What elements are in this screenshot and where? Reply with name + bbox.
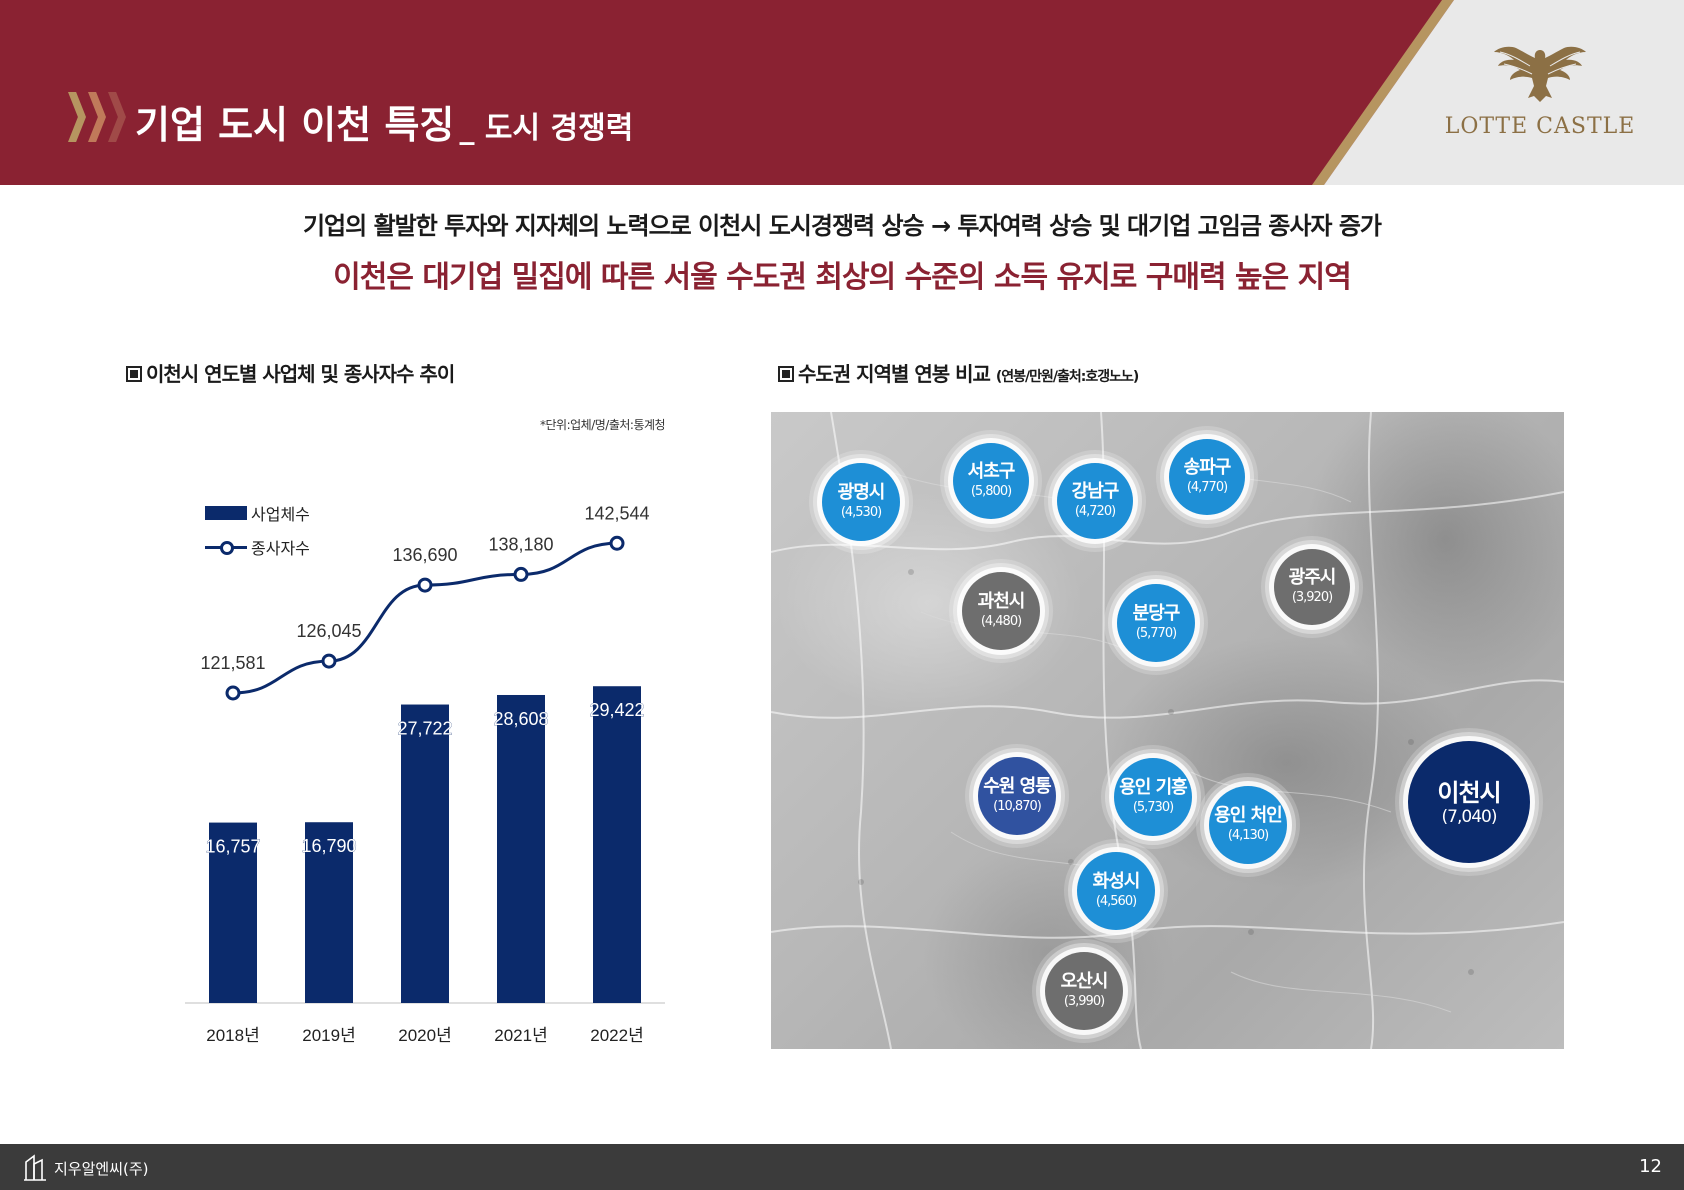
chart-section-title: 이천시 연도별 사업체 및 종사자수 추이 — [126, 358, 455, 387]
city-gangnam: 강남구 (4,720) — [1057, 463, 1133, 539]
city-name: 수원 영통 — [983, 776, 1052, 797]
bar-value-label: 28,608 — [493, 709, 548, 729]
square-bullet-icon — [778, 366, 794, 382]
chevrons-icon — [68, 92, 128, 142]
city-salary: (5,730) — [1132, 800, 1174, 815]
city-name: 화성시 — [1092, 871, 1141, 892]
city-songpa: 송파구 (4,770) — [1169, 439, 1245, 515]
city-gwangju: 광주시 (3,920) — [1274, 549, 1350, 625]
city-name: 이천시 — [1437, 779, 1501, 807]
page-header: 기업 도시 이천 특징 _ 도시 경쟁력 LOTTE CASTLE — [0, 0, 1684, 185]
page-title: 기업 도시 이천 특징 _ 도시 경쟁력 — [135, 94, 633, 149]
city-name: 오산시 — [1060, 971, 1109, 992]
city-name: 서초구 — [967, 461, 1016, 482]
square-bullet-icon — [126, 366, 142, 382]
legend-item-employees: 종사자수 — [205, 530, 310, 564]
chart-legend: 사업체수 종사자수 — [205, 496, 310, 564]
brand-logo: LOTTE CASTLE — [1440, 42, 1640, 152]
city-yongin-cheoin: 용인 처인 (4,130) — [1209, 786, 1287, 864]
chart-source-note: *단위:업체/명/출처:통계청 — [540, 418, 666, 432]
map-section-title-text: 수도권 지역별 연봉 비교 — [798, 362, 991, 386]
page-title-main: 기업 도시 이천 특징 — [135, 103, 455, 147]
city-gwacheon: 과천시 (4,480) — [962, 572, 1040, 650]
line-value-label: 121,581 — [200, 653, 265, 673]
page-title-sub: _ 도시 경쟁력 — [459, 111, 634, 146]
headline-secondary: 이천은 대기업 밀집에 따른 서울 수도권 최상의 수준의 소득 유지로 구매력… — [333, 260, 1352, 295]
city-name: 용인 처인 — [1214, 805, 1283, 826]
chart-section-title-text: 이천시 연도별 사업체 및 종사자수 추이 — [146, 362, 455, 386]
city-gwangmyeong: 광명시 (4,530) — [822, 463, 900, 541]
line-value-label: 126,045 — [296, 621, 361, 641]
headline-primary: 기업의 활발한 투자와 지자체의 노력으로 이천시 도시경쟁력 상승 → 투자여… — [302, 212, 1382, 240]
bar-value-label: 29,422 — [589, 700, 644, 720]
city-salary: (4,130) — [1227, 828, 1269, 843]
city-seocho: 서초구 (5,800) — [953, 443, 1029, 519]
city-salary: (7,040) — [1441, 807, 1498, 827]
city-osan: 오산시 (3,990) — [1045, 952, 1123, 1030]
bar-value-label: 16,790 — [301, 836, 356, 856]
city-name: 강남구 — [1071, 481, 1120, 502]
x-tick-label: 2019년 — [302, 1026, 355, 1045]
legend-label-businesses: 사업체수 — [251, 505, 310, 524]
page-number: 12 — [1639, 1156, 1662, 1177]
legend-bar-swatch — [205, 506, 247, 520]
salary-map: 광명시 (4,530) 서초구 (5,800) 강남구 (4,720) 송파구 … — [771, 412, 1564, 1049]
brand-name: LOTTE CASTLE — [1444, 114, 1636, 139]
bar-value-label: 16,757 — [205, 837, 260, 857]
bar-2021년 — [497, 694, 545, 1003]
city-salary: (4,530) — [840, 505, 882, 520]
map-section-title-suffix: (연봉/만원/출처:호갱노노) — [995, 369, 1139, 385]
city-salary: (4,480) — [980, 614, 1022, 629]
line-point-2022년 — [609, 535, 625, 551]
footer-company: 지우알엔씨(주) — [54, 1160, 149, 1178]
legend-line-swatch — [205, 540, 247, 555]
city-salary: (4,560) — [1095, 894, 1137, 909]
bar-2019년 — [305, 822, 353, 1003]
line-point-2018년 — [225, 685, 241, 701]
city-salary: (5,770) — [1135, 626, 1177, 641]
x-tick-label: 2022년 — [590, 1026, 643, 1045]
city-suwon-yeongtong: 수원 영통 (10,870) — [978, 757, 1056, 835]
bar-2018년 — [209, 822, 257, 1003]
x-tick-label: 2021년 — [494, 1026, 547, 1045]
line-value-label: 142,544 — [584, 503, 649, 523]
city-icheon: 이천시 (7,040) — [1408, 741, 1530, 863]
x-tick-label: 2018년 — [206, 1026, 259, 1045]
city-salary: (3,920) — [1291, 590, 1333, 605]
city-bundang: 분당구 (5,770) — [1117, 584, 1195, 662]
line-point-2020년 — [417, 577, 433, 593]
bar-2022년 — [593, 686, 641, 1003]
city-name: 광주시 — [1288, 567, 1337, 588]
city-hwaseong: 화성시 (4,560) — [1077, 852, 1155, 930]
legend-label-employees: 종사자수 — [251, 539, 310, 558]
city-salary: (5,800) — [970, 484, 1012, 499]
city-name: 용인 기흥 — [1119, 777, 1188, 798]
x-tick-label: 2020년 — [398, 1026, 451, 1045]
city-salary: (4,770) — [1186, 480, 1228, 495]
company-building-icon — [24, 1154, 46, 1181]
bar-value-label: 27,722 — [397, 719, 452, 739]
city-name: 송파구 — [1183, 457, 1232, 478]
city-name: 분당구 — [1132, 603, 1181, 624]
map-section-title: 수도권 지역별 연봉 비교 (연봉/만원/출처:호갱노노) — [778, 358, 1139, 387]
city-yongin-giheung: 용인 기흥 (5,730) — [1114, 758, 1192, 836]
city-name: 광명시 — [837, 482, 886, 503]
line-point-2021년 — [513, 566, 529, 582]
line-value-label: 136,690 — [392, 545, 457, 565]
city-salary: (10,870) — [993, 799, 1042, 814]
eagle-icon — [1494, 46, 1586, 102]
city-salary: (3,990) — [1063, 994, 1105, 1009]
line-point-2019년 — [321, 653, 337, 669]
legend-item-businesses: 사업체수 — [205, 496, 310, 530]
employees-line — [232, 541, 618, 695]
page-footer: 지우알엔씨(주) 12 — [0, 1144, 1684, 1190]
line-value-label: 138,180 — [488, 534, 553, 554]
city-name: 과천시 — [977, 591, 1026, 612]
bar-2020년 — [401, 704, 449, 1003]
business-employee-chart: 16,757 16,790 27,722 28,608 29,422 121,581 126… — [185, 503, 665, 1045]
city-salary: (4,720) — [1074, 504, 1116, 519]
